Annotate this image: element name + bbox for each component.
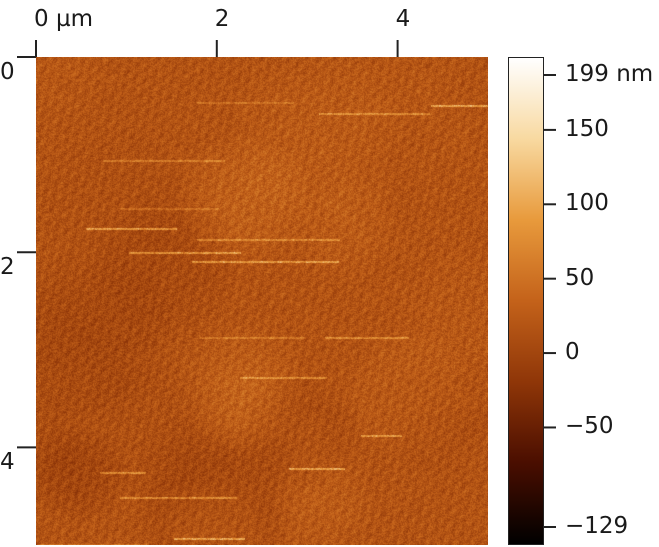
x-tick-label: 2 <box>214 6 230 32</box>
afm-height-map <box>36 57 488 545</box>
x-tick-label: 0 µm <box>34 6 93 32</box>
colorbar-tick-label: 100 <box>565 190 609 217</box>
y-tick-label: 4 <box>0 449 15 476</box>
colorbar-tick-label: 50 <box>565 264 595 291</box>
y-tick-label: 0 <box>0 59 15 85</box>
colorbar-tick-label: −50 <box>565 413 614 440</box>
colorbar-tick-label: 199 nm <box>565 61 654 87</box>
colorbar-tick-label: 150 <box>565 115 609 142</box>
x-tick-label: 4 <box>395 6 411 32</box>
colorbar-tick-label: 0 <box>565 339 580 366</box>
colorbar-gradient <box>508 57 544 545</box>
y-tick-label: 2 <box>0 254 15 281</box>
colorbar-tick-label: −129 <box>565 513 629 539</box>
